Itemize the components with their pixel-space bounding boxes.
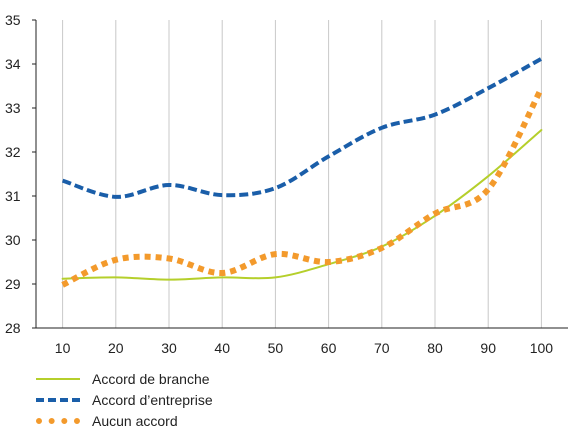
legend: Accord de branche Accord d’entreprise Au… — [36, 368, 213, 431]
y-tick-label-31: 31 — [5, 188, 21, 204]
series-line-accord-d-entreprise — [61, 56, 543, 199]
y-tick-label-32: 32 — [5, 144, 21, 160]
x-tick-label-40: 40 — [214, 340, 230, 356]
legend-item-aucun-accord: Aucun accord — [36, 410, 213, 431]
y-tick-label-35: 35 — [5, 12, 21, 28]
x-tick-label-10: 10 — [55, 340, 71, 356]
y-tick-label-33: 33 — [5, 100, 21, 116]
x-tick-label-30: 30 — [161, 340, 177, 356]
legend-swatch-accord-de-branche — [36, 377, 80, 380]
x-tick-label-50: 50 — [268, 340, 284, 356]
axes — [35, 20, 568, 329]
legend-item-accord-de-branche: Accord de branche — [36, 368, 213, 389]
x-tick-label-60: 60 — [321, 340, 337, 356]
x-tick-label-90: 90 — [480, 340, 496, 356]
y-tick-label-28: 28 — [5, 320, 21, 336]
y-tick-label-30: 30 — [5, 232, 21, 248]
series-line-aucun-accord — [61, 86, 545, 288]
series-lines — [61, 56, 545, 288]
x-tick-label-80: 80 — [427, 340, 443, 356]
legend-swatch-aucun-accord — [36, 417, 80, 424]
legend-swatch-accord-d-entreprise — [36, 397, 80, 402]
y-axis-ticks: 28 29 30 31 32 33 34 35 — [5, 12, 36, 336]
x-tick-label-20: 20 — [108, 340, 124, 356]
y-tick-label-29: 29 — [5, 276, 21, 292]
legend-label: Accord d’entreprise — [92, 391, 213, 408]
legend-label: Accord de branche — [92, 370, 210, 387]
y-tick-label-34: 34 — [5, 56, 21, 72]
x-tick-label-70: 70 — [374, 340, 390, 356]
line-chart: 28 29 30 31 32 33 34 35 10 20 30 40 50 60 70 80 90 100 — [5, 12, 568, 356]
grid-lines — [62, 20, 542, 328]
legend-item-accord-d-entreprise: Accord d’entreprise — [36, 389, 213, 410]
x-axis-ticks: 10 20 30 40 50 60 70 80 90 100 — [55, 340, 553, 356]
x-tick-label-100: 100 — [530, 340, 554, 356]
legend-label: Aucun accord — [92, 412, 178, 429]
series-line-accord-de-branche — [61, 129, 543, 281]
